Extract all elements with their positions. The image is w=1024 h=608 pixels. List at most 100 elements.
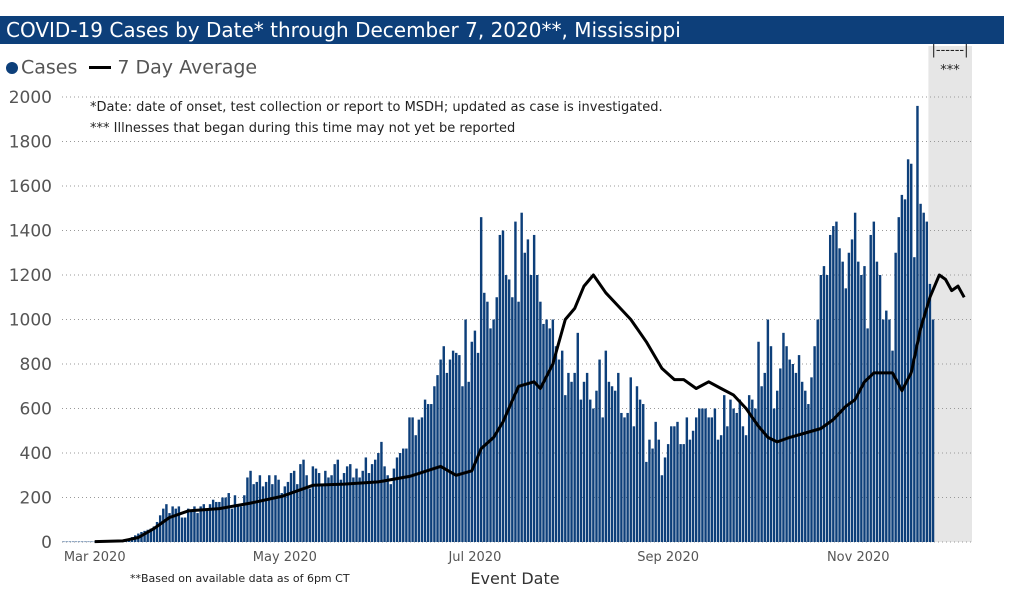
case-bar	[420, 417, 424, 542]
case-bar	[445, 372, 449, 542]
case-bar	[280, 493, 283, 542]
case-bar	[760, 386, 763, 542]
case-bar	[187, 508, 190, 542]
case-bar	[252, 484, 255, 542]
case-bar	[389, 484, 392, 542]
case-bar	[239, 506, 243, 542]
case-bar	[264, 481, 268, 542]
y-tick-label: 1800	[9, 133, 52, 153]
case-bar	[205, 508, 209, 542]
case-bar	[897, 217, 900, 542]
case-bar	[249, 470, 252, 542]
case-bar	[211, 499, 215, 542]
case-bar	[610, 386, 614, 542]
case-bar	[757, 341, 760, 542]
case-bar	[448, 359, 452, 542]
case-bar	[673, 426, 676, 542]
case-bar	[258, 475, 262, 542]
case-bar	[632, 426, 636, 542]
case-bar	[698, 408, 701, 542]
case-bar	[464, 319, 467, 542]
case-bar	[557, 359, 561, 542]
x-tick-label: Mar 2020	[64, 550, 126, 565]
case-bar	[875, 261, 879, 542]
case-bar	[380, 441, 383, 542]
chart-legend: Cases 7 Day Average	[6, 56, 257, 80]
case-bar	[813, 346, 816, 542]
case-bar	[744, 435, 748, 542]
case-bar	[716, 439, 720, 542]
case-bar	[916, 105, 919, 543]
case-bar	[732, 408, 735, 542]
case-bar	[713, 408, 717, 542]
case-bar	[529, 275, 533, 542]
case-bar	[828, 234, 832, 542]
y-tick-label: 200	[20, 489, 52, 509]
case-bar	[246, 477, 249, 542]
case-bar	[542, 323, 545, 542]
case-bar	[426, 404, 430, 542]
case-bar	[520, 212, 523, 542]
case-bar	[68, 541, 72, 543]
average-line-group	[94, 273, 966, 544]
case-bar	[233, 495, 237, 542]
case-bar	[638, 399, 642, 542]
case-bar	[776, 390, 779, 542]
case-bar	[333, 464, 336, 542]
chart-title-bar: COVID-19 Cases by Date* through December…	[0, 16, 1004, 44]
case-bar	[180, 517, 184, 542]
case-bar	[71, 541, 75, 543]
case-bar	[467, 381, 470, 542]
case-bar	[367, 473, 371, 542]
case-bar	[277, 479, 280, 542]
x-tick-label: Jul 2020	[447, 550, 501, 565]
case-bar	[704, 408, 707, 542]
case-bar	[90, 541, 93, 543]
y-tick-label: 1200	[9, 266, 52, 286]
case-bar	[152, 526, 156, 542]
case-bar	[501, 230, 505, 542]
case-bar	[691, 430, 695, 542]
legend-average-marker	[89, 66, 112, 69]
y-tick-label: 800	[20, 355, 52, 375]
case-bar	[377, 453, 380, 542]
case-bar	[738, 399, 742, 542]
case-bar	[177, 506, 181, 542]
case-bar	[339, 479, 343, 542]
case-bar	[361, 470, 364, 542]
case-bar	[564, 395, 567, 542]
case-bar	[227, 493, 230, 542]
y-tick-label: 1000	[9, 311, 52, 331]
case-bar	[196, 513, 199, 542]
case-bar	[548, 328, 551, 542]
shaded-region	[928, 46, 972, 542]
case-bar	[386, 475, 389, 542]
case-bar	[199, 506, 202, 542]
case-bar	[392, 468, 396, 542]
case-bar	[442, 346, 445, 542]
bars-group	[62, 105, 935, 543]
case-bar	[146, 529, 149, 542]
case-bar	[800, 381, 804, 542]
case-bar	[504, 275, 508, 542]
case-bar	[289, 473, 293, 542]
case-bar	[576, 332, 579, 542]
y-tick-labels: 0 200 400 600 800 1000 1200 1400 1600 1800 2000	[9, 88, 52, 553]
case-bar	[560, 350, 564, 542]
case-bar	[729, 399, 732, 542]
case-bar	[81, 541, 84, 543]
case-bar	[804, 390, 807, 542]
case-bar	[841, 261, 844, 542]
case-bar	[788, 359, 791, 542]
case-bar	[87, 541, 90, 543]
case-bar	[906, 159, 910, 543]
case-bar	[772, 408, 776, 542]
case-bar	[486, 301, 489, 542]
case-bar	[74, 541, 78, 543]
case-bar	[847, 252, 851, 542]
case-bar	[853, 212, 857, 542]
case-bar	[620, 412, 623, 542]
case-bar	[317, 473, 321, 542]
case-bar	[894, 252, 897, 542]
case-bar	[405, 448, 408, 542]
